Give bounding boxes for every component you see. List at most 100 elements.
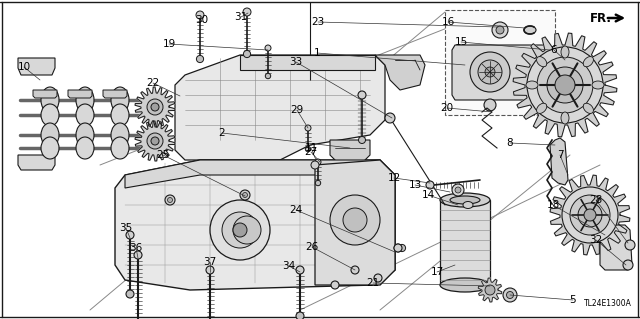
Circle shape: [503, 288, 517, 302]
Polygon shape: [452, 45, 548, 100]
Ellipse shape: [440, 193, 490, 207]
Polygon shape: [380, 160, 395, 285]
Polygon shape: [330, 140, 370, 165]
Text: 8: 8: [507, 138, 513, 148]
Ellipse shape: [41, 123, 59, 147]
Text: 34: 34: [282, 261, 296, 271]
Text: 22: 22: [147, 78, 159, 88]
Polygon shape: [135, 121, 175, 161]
Text: 6: 6: [550, 45, 557, 55]
Ellipse shape: [111, 87, 129, 113]
Circle shape: [240, 190, 250, 200]
Text: 7: 7: [557, 150, 563, 160]
Text: 18: 18: [547, 200, 559, 210]
Ellipse shape: [41, 137, 59, 159]
Circle shape: [296, 266, 304, 274]
Ellipse shape: [526, 81, 538, 89]
Circle shape: [562, 187, 618, 243]
Circle shape: [455, 187, 461, 193]
Circle shape: [168, 197, 173, 203]
Ellipse shape: [41, 104, 59, 126]
Ellipse shape: [583, 56, 593, 67]
Polygon shape: [18, 155, 55, 170]
Circle shape: [331, 281, 339, 289]
Text: 32: 32: [589, 235, 603, 245]
Ellipse shape: [76, 137, 94, 159]
Circle shape: [496, 26, 504, 34]
Circle shape: [570, 195, 610, 235]
Polygon shape: [115, 160, 395, 290]
Polygon shape: [125, 160, 380, 188]
Circle shape: [165, 195, 175, 205]
Text: 10: 10: [17, 62, 31, 72]
Ellipse shape: [524, 26, 536, 34]
Circle shape: [485, 67, 495, 77]
Circle shape: [358, 137, 365, 144]
Circle shape: [243, 192, 248, 197]
Circle shape: [330, 195, 380, 245]
Circle shape: [506, 292, 513, 299]
Polygon shape: [175, 55, 385, 160]
Ellipse shape: [561, 46, 569, 58]
Polygon shape: [478, 278, 502, 302]
Circle shape: [305, 125, 311, 131]
Circle shape: [343, 208, 367, 232]
Text: 19: 19: [163, 39, 175, 49]
Ellipse shape: [76, 87, 94, 113]
Circle shape: [233, 216, 261, 244]
Circle shape: [426, 181, 434, 189]
Polygon shape: [33, 90, 57, 98]
Ellipse shape: [111, 137, 129, 159]
Ellipse shape: [41, 87, 59, 113]
Circle shape: [527, 47, 603, 123]
Ellipse shape: [561, 112, 569, 124]
Text: 30: 30: [195, 15, 209, 25]
Ellipse shape: [111, 104, 129, 126]
Polygon shape: [18, 58, 55, 75]
Text: 33: 33: [289, 57, 303, 67]
Text: 28: 28: [589, 195, 603, 205]
Polygon shape: [103, 90, 127, 98]
Circle shape: [196, 11, 204, 19]
Circle shape: [147, 133, 163, 149]
Circle shape: [547, 67, 583, 103]
Text: 21: 21: [366, 278, 380, 288]
Circle shape: [555, 75, 575, 95]
Circle shape: [394, 244, 402, 252]
Text: 14: 14: [421, 190, 435, 200]
Text: 13: 13: [408, 180, 422, 190]
Polygon shape: [600, 225, 632, 270]
Text: 17: 17: [430, 267, 444, 277]
Ellipse shape: [440, 278, 490, 292]
Circle shape: [492, 22, 508, 38]
Circle shape: [265, 45, 271, 51]
Text: 36: 36: [129, 243, 143, 253]
Circle shape: [398, 244, 406, 252]
Ellipse shape: [76, 123, 94, 147]
Circle shape: [296, 312, 304, 319]
Circle shape: [134, 251, 142, 259]
Circle shape: [470, 52, 510, 92]
Polygon shape: [440, 200, 490, 285]
Circle shape: [243, 50, 251, 58]
Text: FR.: FR.: [590, 12, 612, 26]
Ellipse shape: [450, 196, 480, 204]
Circle shape: [385, 113, 395, 123]
Ellipse shape: [583, 103, 593, 114]
Circle shape: [315, 159, 321, 165]
Polygon shape: [550, 175, 630, 255]
Text: 26: 26: [305, 242, 319, 252]
Text: 35: 35: [120, 223, 132, 233]
Circle shape: [478, 60, 502, 84]
Circle shape: [305, 146, 310, 152]
Circle shape: [233, 223, 247, 237]
Circle shape: [485, 285, 495, 295]
Ellipse shape: [592, 81, 604, 89]
Circle shape: [151, 103, 159, 111]
Circle shape: [374, 274, 382, 282]
Text: 15: 15: [454, 37, 468, 47]
Circle shape: [196, 56, 204, 63]
Text: 5: 5: [570, 295, 576, 305]
Text: 27: 27: [305, 147, 317, 157]
Polygon shape: [513, 33, 617, 137]
